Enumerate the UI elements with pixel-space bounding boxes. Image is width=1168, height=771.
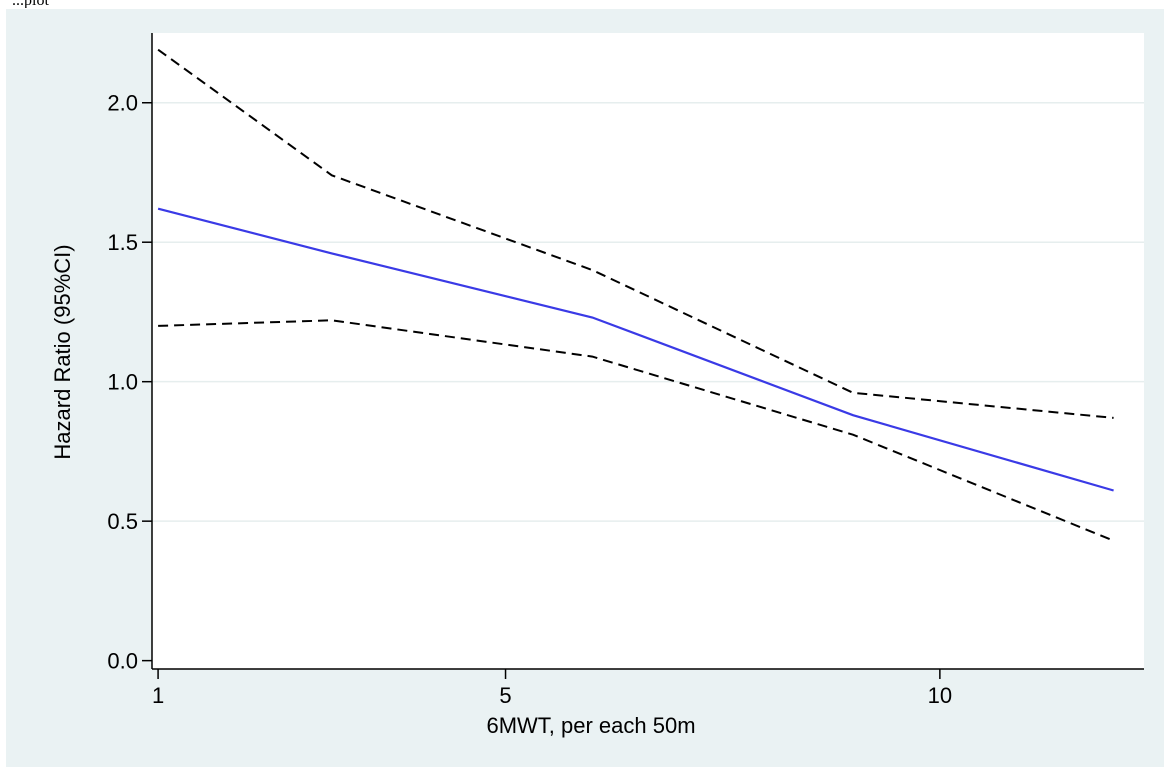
series-line-upper-ci (157, 48, 1114, 419)
gridlines (152, 101, 1144, 522)
series-line-estimate (157, 207, 1114, 492)
series-line-lower-ci (158, 319, 1114, 542)
y-tick-label: 0.0 (107, 649, 138, 674)
x-axis-title: 6MWT, per each 50m (486, 713, 695, 738)
x-tick-label: 5 (499, 683, 511, 708)
y-axis-ticks: 0.0 0.5 1.0 1.5 2.0 (107, 91, 152, 674)
y-tick-label: 0.5 (107, 509, 138, 534)
x-axis-ticks: 1 5 10 (152, 669, 952, 708)
y-tick-label: 1.0 (107, 370, 138, 395)
y-axis-title: Hazard Ratio (95%CI) (50, 244, 75, 459)
x-tick-label: 10 (928, 683, 952, 708)
series-lines (157, 48, 1114, 542)
caption-fragment: ...plot (12, 0, 49, 8)
x-tick-label: 1 (152, 683, 164, 708)
y-tick-label: 2.0 (107, 91, 138, 116)
y-tick-label: 1.5 (107, 230, 138, 255)
plot-area (152, 33, 1144, 669)
